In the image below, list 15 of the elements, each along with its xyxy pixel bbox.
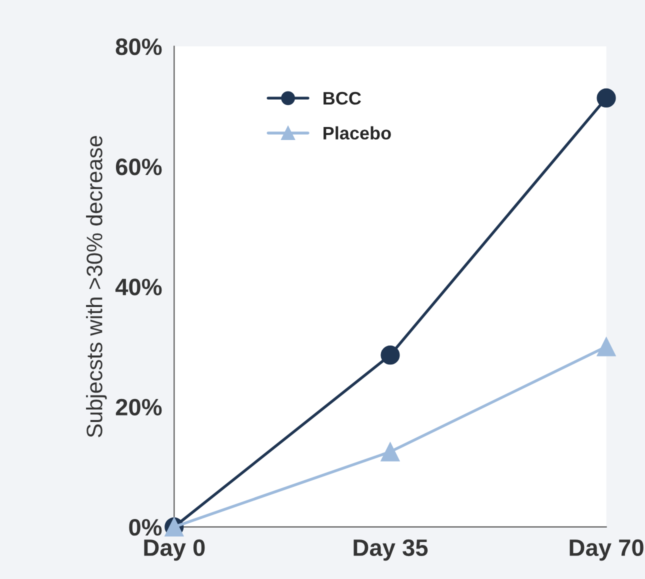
legend-label: BCC — [324, 92, 361, 105]
legend-label: Placebo — [324, 126, 391, 140]
y-tick-label: 40% — [115, 278, 162, 296]
x-tick-label: Day 35 — [354, 539, 428, 561]
y-tick-label: 80% — [116, 38, 162, 56]
point — [380, 442, 400, 462]
point — [380, 346, 400, 365]
point — [596, 88, 616, 108]
y-tick-label: 20% — [116, 398, 162, 416]
y-tick-label: 0% — [129, 518, 162, 536]
y-axis-title: Subjecsts with >30% decrease — [86, 136, 107, 438]
x-tick-label: Day 70 — [570, 539, 644, 561]
point — [596, 337, 616, 356]
y-tick-label: 60% — [116, 158, 162, 176]
x-tick-label: Day 0 — [144, 539, 205, 561]
